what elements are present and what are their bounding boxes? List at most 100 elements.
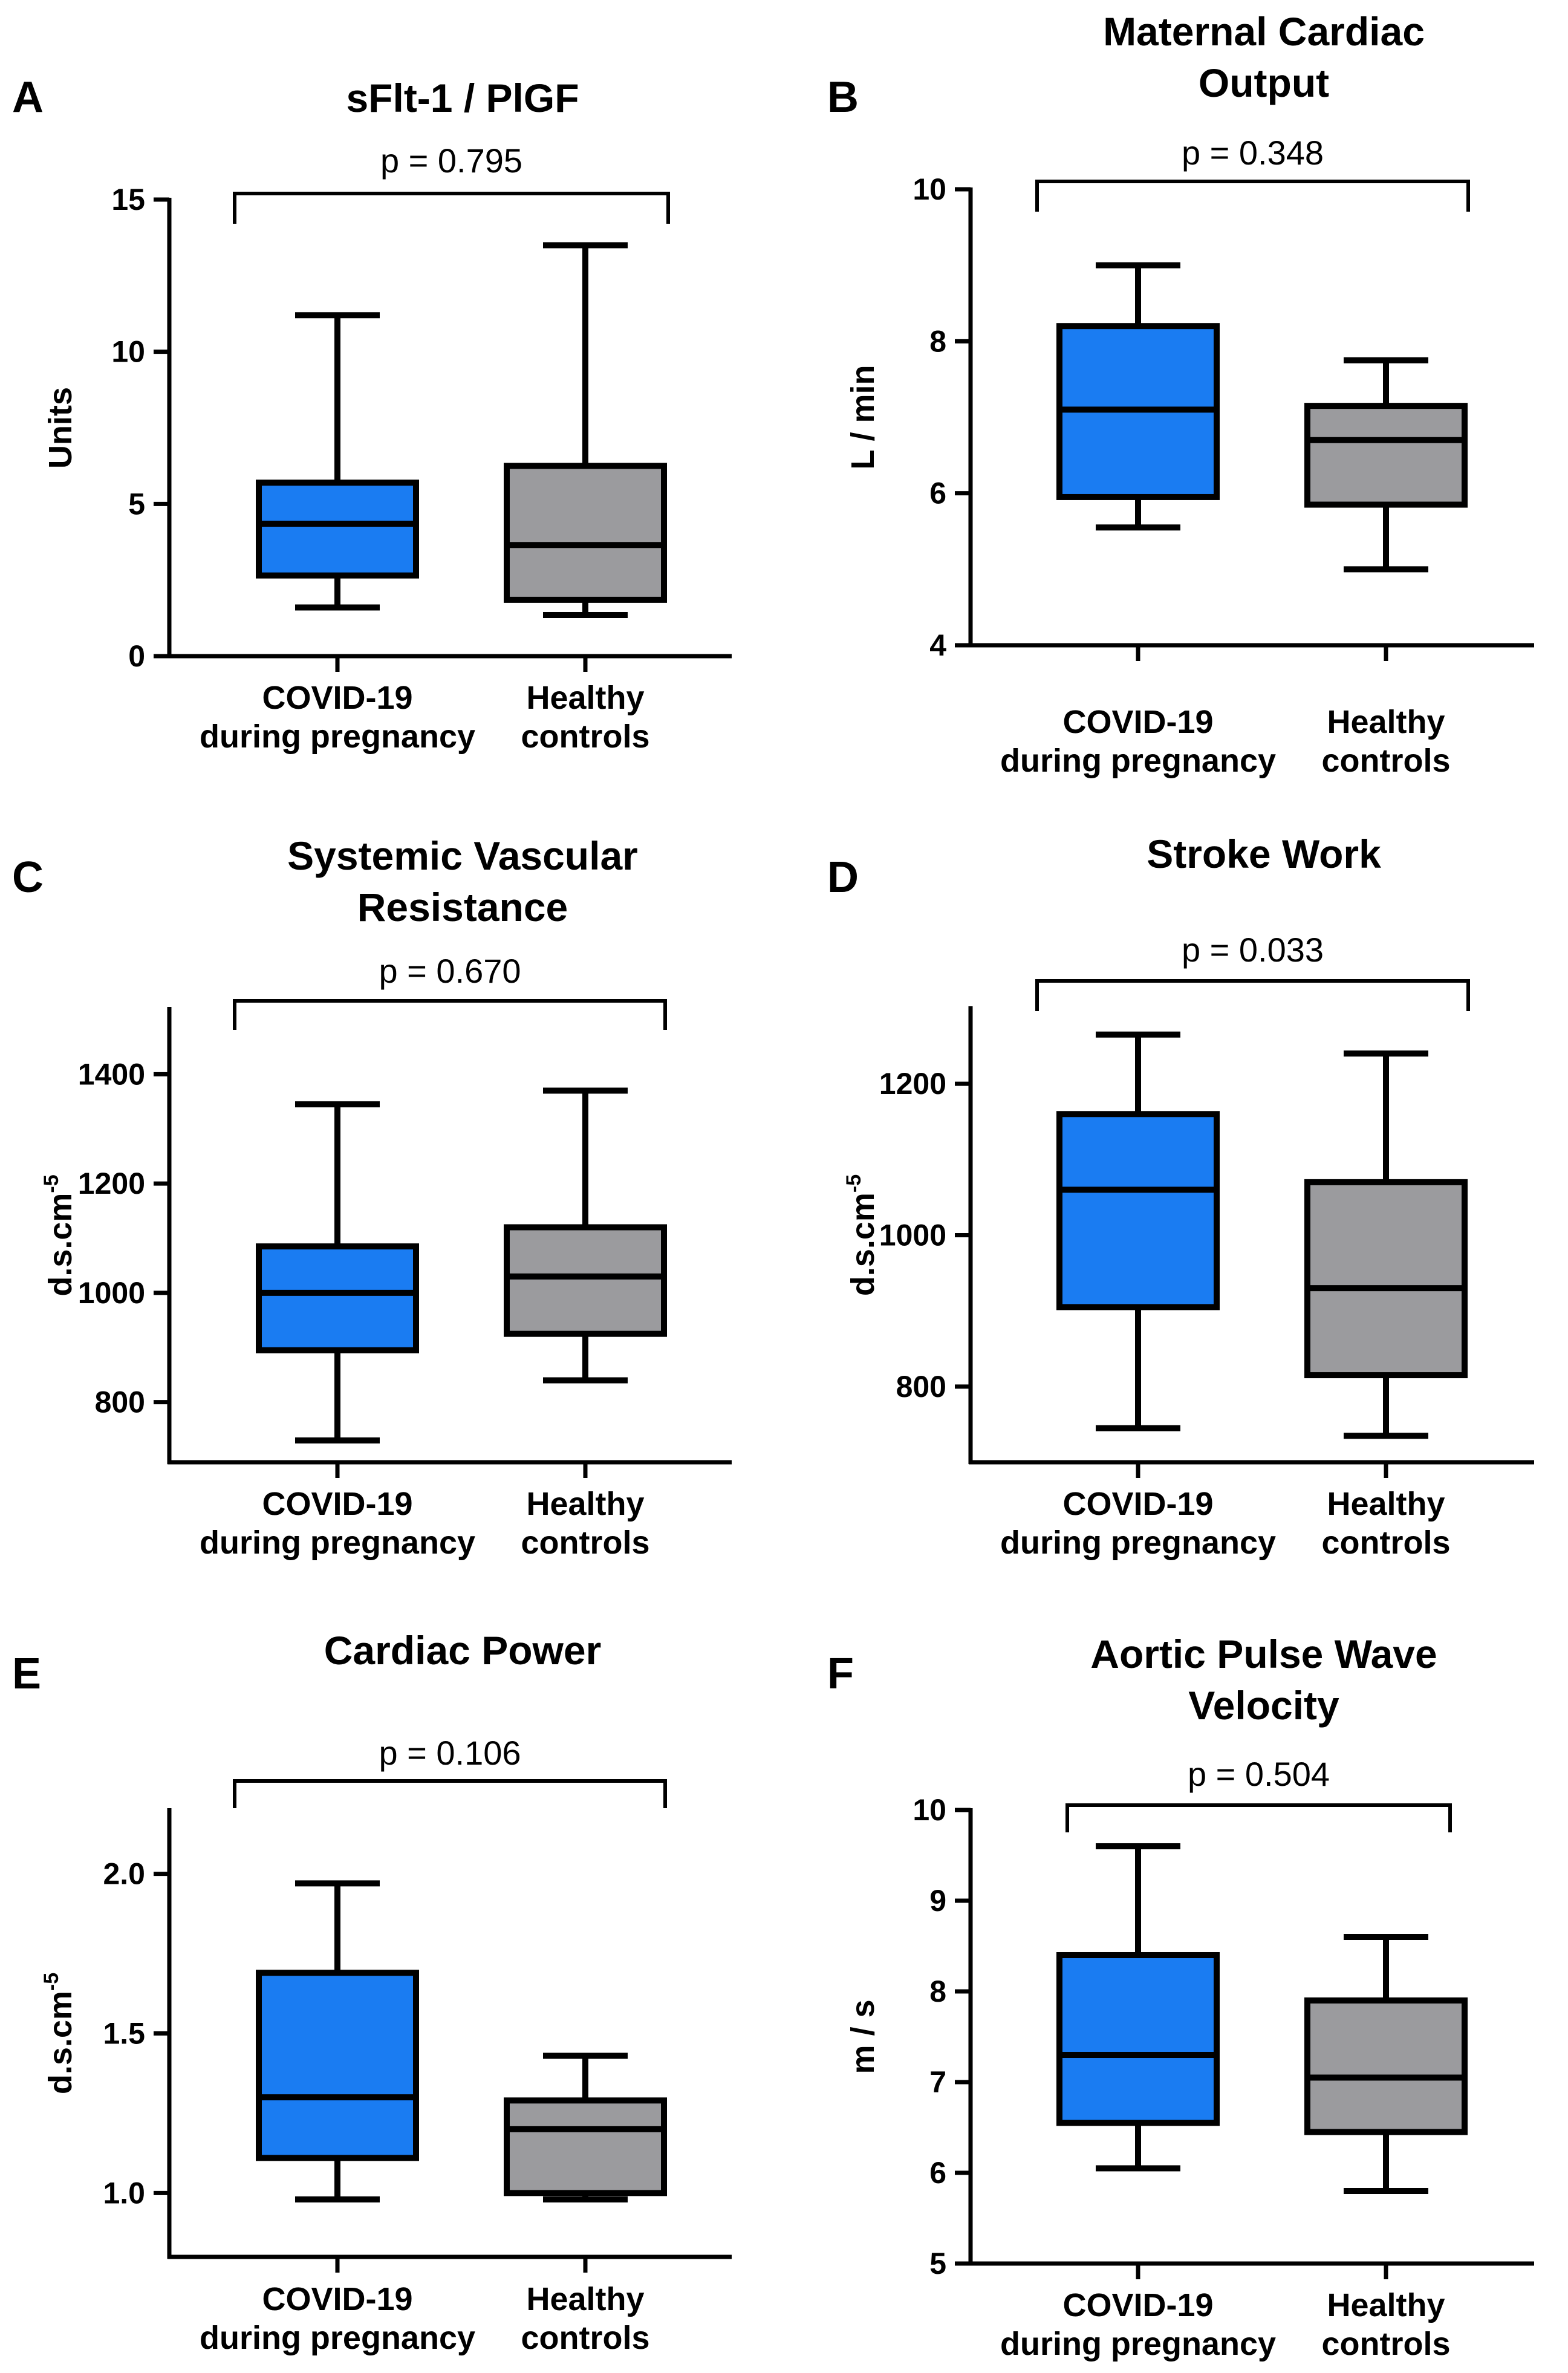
y-axis-label: d.s.cm-5 [40, 1174, 79, 1296]
p-value-label: p = 0.106 [379, 1734, 521, 1772]
y-tick-label: 5 [128, 487, 145, 521]
chart-title: Maternal Cardiac [1103, 9, 1425, 54]
chart-title: Aortic Pulse Wave [1090, 1632, 1437, 1676]
x-category-label: COVID-19 [262, 680, 412, 716]
x-category-label: COVID-19 [262, 1486, 412, 1522]
p-value-label: p = 0.504 [1188, 1755, 1330, 1793]
x-category-label: Healthy [526, 680, 644, 716]
y-tick-label: 8 [929, 1974, 946, 2008]
y-tick-label: 1200 [78, 1167, 145, 1200]
panel-letter: B [827, 73, 859, 122]
y-tick-label: 1400 [78, 1057, 145, 1091]
chart-panel-e: E Cardiac Power p = 0.106 1.0 1.5 2.0 d.s.cm-5… [12, 1628, 732, 2356]
x-category-label: controls [521, 718, 649, 755]
x-category-label: Healthy [1327, 704, 1445, 740]
y-tick-label: 10 [912, 172, 946, 206]
iqr-box [1056, 1111, 1220, 1310]
x-category-label: during pregnancy [200, 2320, 475, 2356]
y-tick-label: 4 [929, 628, 946, 662]
y-tick-label: 1000 [879, 1219, 946, 1252]
y-axis-label-exponent: -5 [40, 1973, 63, 1991]
p-value-label: p = 0.348 [1182, 134, 1324, 172]
y-axis-label: m / s [845, 1999, 881, 2074]
significance-bracket [1065, 1803, 1452, 1832]
x-category-label: during pregnancy [200, 718, 475, 755]
y-tick-label: 1.0 [103, 2176, 145, 2210]
chart-title: Output [1199, 60, 1329, 105]
box-plot-healthy [1304, 1934, 1468, 2194]
iqr-box [504, 1224, 667, 1337]
box-plot-healthy [504, 1087, 667, 1384]
chart-title: Systemic Vascular [287, 833, 638, 878]
chart-title: sFlt-1 / PlGF [346, 76, 579, 120]
significance-bracket [1035, 979, 1470, 1011]
box-plot-covid [1056, 1843, 1220, 2172]
y-tick-label: 6 [929, 477, 946, 510]
y-tick-label: 800 [896, 1370, 946, 1404]
y-axis-label-exponent: -5 [40, 1174, 63, 1193]
chart-title: Resistance [357, 885, 568, 929]
chart-panel-c: C Systemic Vascular Resistance p = 0.670 800… [12, 833, 732, 1561]
x-category-label: COVID-19 [1062, 1486, 1213, 1522]
x-category-label: controls [1321, 743, 1450, 779]
y-tick-label: 1200 [879, 1067, 946, 1101]
x-category-label: COVID-19 [1062, 2287, 1213, 2323]
box-plot-healthy [504, 242, 667, 619]
chart-panel-b: B Maternal Cardiac Output p = 0.348 4 6 8 10 L /… [827, 9, 1534, 779]
y-tick-label: 6 [929, 2156, 946, 2190]
x-category-label: during pregnancy [1000, 1525, 1276, 1561]
iqr-box [256, 1970, 419, 2161]
y-axis-label: L / min [845, 365, 881, 469]
iqr-box [1304, 1997, 1468, 2135]
iqr-box [1304, 403, 1468, 508]
x-category-label: during pregnancy [1000, 2326, 1276, 2362]
y-axis-label: d.s.cm-5 [40, 1973, 79, 2094]
y-axis-label: d.s.cm-5 [842, 1174, 881, 1296]
iqr-box [256, 1243, 419, 1353]
box-plot-healthy [504, 2052, 667, 2202]
chart-title: Cardiac Power [324, 1628, 602, 1673]
box-plot-healthy [1304, 1050, 1468, 1439]
box-plot-healthy [1304, 357, 1468, 573]
p-value-label: p = 0.795 [380, 142, 522, 180]
panel-letter: C [12, 853, 44, 902]
y-tick-label: 8 [929, 324, 946, 358]
y-tick-label: 5 [929, 2247, 946, 2280]
x-category-label: Healthy [1327, 2287, 1445, 2323]
box-plot-covid [256, 312, 419, 611]
panel-letter: A [12, 73, 44, 122]
y-tick-label: 1000 [78, 1276, 145, 1310]
significance-bracket [233, 999, 667, 1030]
y-tick-label: 800 [95, 1385, 145, 1419]
p-value-label: p = 0.033 [1182, 931, 1324, 969]
y-tick-label: 1.5 [103, 2017, 145, 2051]
box-plot-covid [256, 1880, 419, 2202]
panel-letter: D [827, 853, 859, 902]
p-value-label: p = 0.670 [379, 952, 521, 990]
iqr-box [1304, 1179, 1468, 1379]
x-category-label: COVID-19 [1062, 704, 1213, 740]
x-category-label: controls [1321, 1525, 1450, 1561]
iqr-box [504, 463, 667, 603]
chart-panel-f: F Aortic Pulse Wave Velocity p = 0.504 5 6 7 8 9… [827, 1632, 1534, 2362]
y-axis-label-exponent: -5 [842, 1174, 865, 1193]
y-tick-label: 7 [929, 2065, 946, 2099]
box-plot-covid [1056, 262, 1220, 531]
x-category-label: controls [1321, 2326, 1450, 2362]
iqr-box [504, 2097, 667, 2196]
x-category-label: Healthy [526, 2281, 644, 2317]
y-tick-label: 10 [912, 1793, 946, 1827]
significance-bracket [233, 192, 670, 224]
panel-letter: F [827, 1650, 854, 1698]
y-axis-label: Units [42, 387, 79, 469]
y-tick-label: 10 [111, 335, 145, 369]
chart-title: Velocity [1188, 1683, 1339, 1728]
significance-bracket [1035, 180, 1470, 212]
iqr-box [256, 480, 419, 579]
y-tick-label: 2.0 [103, 1857, 145, 1891]
x-category-label: Healthy [1327, 1486, 1445, 1522]
x-category-label: COVID-19 [262, 2281, 412, 2317]
x-category-label: controls [521, 2320, 649, 2356]
